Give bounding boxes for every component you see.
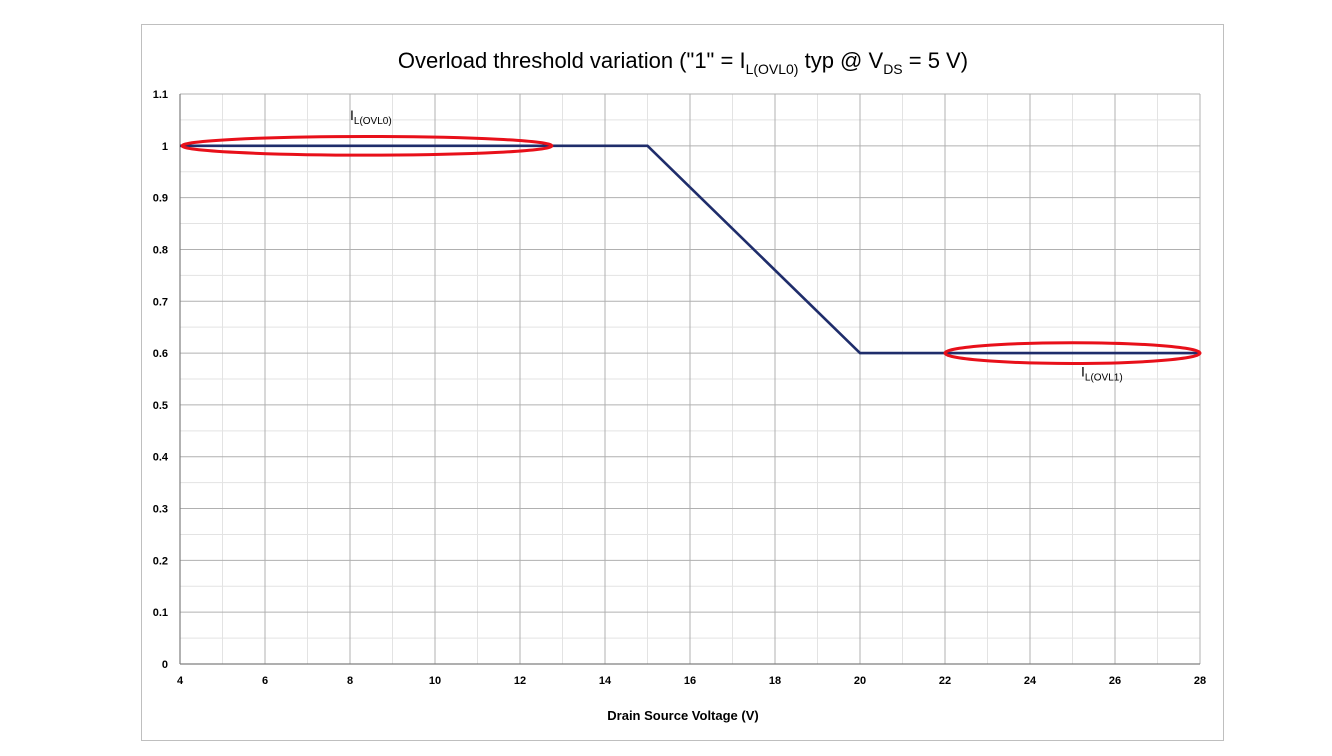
annotation-layer: IL(OVL0)IL(OVL1) [180,107,1202,383]
x-tick-label: 26 [1109,675,1121,687]
chart-frame [141,24,1224,741]
tick-labels: 4 6 8 10 12 14 16 18 20 22 24 26 28 0 0.1 0.2 0.3 0.4 0.5 0… [153,89,1206,687]
series-line [180,144,1200,355]
x-tick-label: 4 [177,675,184,687]
y-tick-label: 0.2 [153,555,168,567]
y-tick-label: 0.8 [153,244,168,256]
y-tick-label: 0.5 [153,400,168,412]
annotation-label-sub: L(OVL1) [1085,372,1123,383]
title-sub-1: L(OVL0) [746,61,799,77]
x-tick-label: 28 [1194,675,1206,687]
annotation-label-main: I [1081,363,1085,379]
annotation-label-main: I [350,107,354,123]
x-tick-label: 24 [1024,675,1037,687]
y-tick-label: 1.1 [153,89,168,101]
x-tick-label: 8 [347,675,353,687]
y-tick-label: 0.4 [153,452,169,464]
axes [179,94,1200,665]
x-tick-label: 22 [939,675,951,687]
annotation-label-0: IL(OVL0) [350,107,392,127]
title-sub-2: DS [883,61,902,77]
annotation-label-1: IL(OVL1) [1081,363,1123,383]
chart-title: Overload threshold variation ("1" = IL(O… [398,48,968,77]
x-tick-label: 14 [599,675,612,687]
y-tick-label: 0.9 [153,193,168,205]
title-mid: typ @ V [798,48,883,73]
annotation-ellipse-0 [180,134,554,157]
y-tick-label: 0.1 [153,607,168,619]
x-tick-label: 10 [429,675,441,687]
annotation-ellipse-1 [943,341,1202,365]
x-tick-label: 20 [854,675,866,687]
y-tick-label: 0.3 [153,504,168,516]
x-tick-label: 12 [514,675,526,687]
series-layer [180,144,1200,355]
title-main: Overload threshold variation ("1" = I [398,48,746,73]
x-tick-label: 16 [684,675,696,687]
grid-lines [179,93,1201,665]
y-tick-label: 0.7 [153,296,168,308]
title-end: = 5 V) [903,48,968,73]
annotation-label-sub: L(OVL0) [354,116,392,127]
y-tick-label: 0.6 [153,348,168,360]
y-tick-label: 0 [162,659,168,671]
y-tick-label: 1 [162,141,168,153]
x-axis-title: Drain Source Voltage (V) [607,708,758,723]
x-tick-label: 6 [262,675,268,687]
x-tick-label: 18 [769,675,781,687]
